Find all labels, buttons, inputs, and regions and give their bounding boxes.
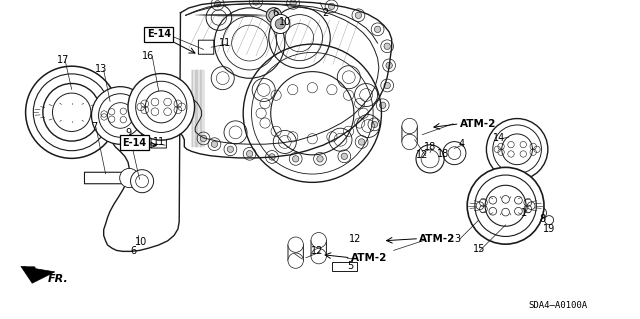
Text: 16: 16 <box>142 51 155 61</box>
Circle shape <box>246 151 253 157</box>
Circle shape <box>275 19 285 29</box>
Text: 12: 12 <box>349 234 362 244</box>
Text: FR.: FR. <box>48 274 68 284</box>
Circle shape <box>467 167 544 244</box>
Text: 2: 2 <box>322 8 328 18</box>
Text: 5: 5 <box>348 261 354 271</box>
Circle shape <box>317 156 323 162</box>
Text: E-14: E-14 <box>122 138 147 148</box>
Circle shape <box>545 216 554 225</box>
Circle shape <box>266 8 282 23</box>
Text: 17: 17 <box>56 55 69 65</box>
Text: 12: 12 <box>310 246 323 256</box>
FancyBboxPatch shape <box>288 245 303 261</box>
Text: 7: 7 <box>92 122 98 132</box>
Text: 11: 11 <box>219 38 232 48</box>
Circle shape <box>26 66 118 158</box>
Text: SDA4–A0100A: SDA4–A0100A <box>529 301 588 310</box>
FancyBboxPatch shape <box>151 134 166 148</box>
FancyBboxPatch shape <box>332 262 357 271</box>
Circle shape <box>535 207 547 219</box>
Circle shape <box>380 102 386 108</box>
Circle shape <box>290 0 296 6</box>
Circle shape <box>311 233 326 248</box>
Circle shape <box>269 154 275 160</box>
Text: 8: 8 <box>540 214 546 225</box>
Text: 1: 1 <box>520 208 527 218</box>
Circle shape <box>288 253 303 268</box>
Circle shape <box>402 118 417 134</box>
Text: 6: 6 <box>130 246 136 256</box>
Text: ATM-2: ATM-2 <box>460 119 496 129</box>
Text: 10: 10 <box>278 17 291 27</box>
Text: 19: 19 <box>543 224 556 234</box>
Circle shape <box>341 153 348 160</box>
Polygon shape <box>21 266 55 283</box>
Text: 11: 11 <box>152 137 165 147</box>
Text: ATM-2: ATM-2 <box>351 253 387 263</box>
FancyBboxPatch shape <box>84 172 146 184</box>
Circle shape <box>358 139 365 145</box>
FancyBboxPatch shape <box>198 40 214 54</box>
Circle shape <box>292 156 299 162</box>
Circle shape <box>355 12 362 19</box>
Circle shape <box>214 1 221 7</box>
Circle shape <box>386 62 392 69</box>
Text: 3: 3 <box>454 234 461 244</box>
Circle shape <box>371 121 378 128</box>
Circle shape <box>288 237 303 252</box>
Circle shape <box>200 135 207 142</box>
Text: ATM-2: ATM-2 <box>419 234 456 244</box>
Circle shape <box>520 200 536 216</box>
FancyBboxPatch shape <box>402 126 417 142</box>
Circle shape <box>271 14 290 33</box>
Circle shape <box>384 43 390 49</box>
Circle shape <box>253 0 259 5</box>
FancyBboxPatch shape <box>311 240 326 256</box>
Text: 18: 18 <box>424 142 436 152</box>
Circle shape <box>486 119 548 180</box>
Text: 9: 9 <box>125 128 131 138</box>
Circle shape <box>227 146 234 152</box>
Circle shape <box>128 74 195 140</box>
Circle shape <box>374 26 381 33</box>
Text: 6: 6 <box>272 8 278 19</box>
Circle shape <box>311 249 326 264</box>
Circle shape <box>384 82 390 89</box>
Text: 18: 18 <box>436 149 449 159</box>
Circle shape <box>328 3 335 10</box>
Text: 13: 13 <box>95 63 108 74</box>
Text: 15: 15 <box>472 244 485 255</box>
Circle shape <box>92 87 149 144</box>
Text: 4: 4 <box>459 139 465 149</box>
Circle shape <box>120 168 139 188</box>
Circle shape <box>131 170 154 193</box>
Circle shape <box>211 141 218 147</box>
Text: E-14: E-14 <box>147 29 171 40</box>
Text: 14: 14 <box>493 133 506 143</box>
Text: 12: 12 <box>416 150 429 160</box>
Circle shape <box>402 134 417 150</box>
Text: 10: 10 <box>134 237 147 247</box>
